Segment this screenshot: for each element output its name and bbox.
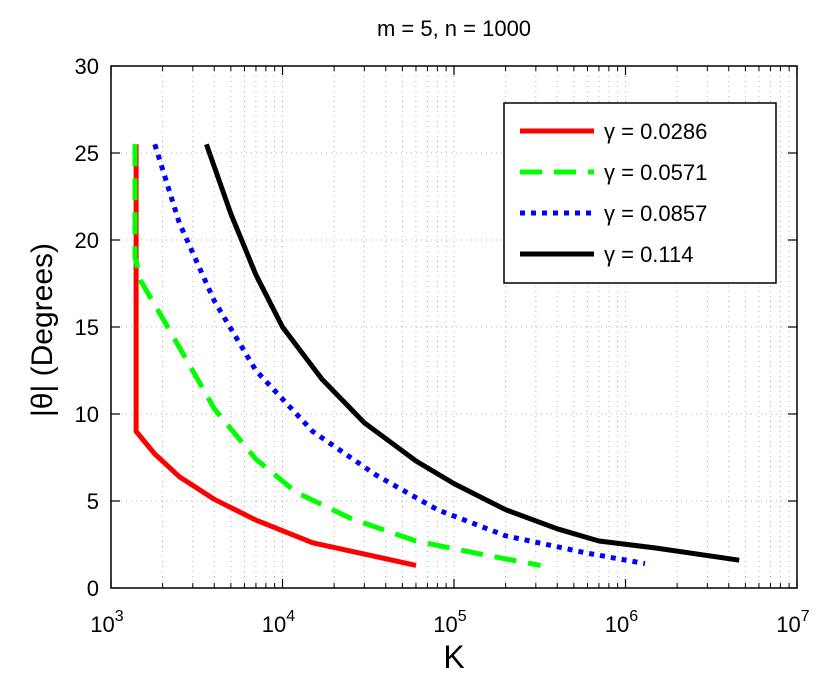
chart-title: m = 5, n = 1000	[377, 16, 531, 41]
y-tick-label: 15	[75, 315, 99, 340]
y-tick-label: 0	[87, 576, 99, 601]
x-axis-label: K	[443, 639, 464, 675]
y-tick-label: 25	[75, 141, 99, 166]
series-line-2	[132, 144, 542, 568]
y-tick-label: 5	[87, 489, 99, 514]
grid	[111, 66, 797, 588]
x-tick-label: 105	[433, 608, 466, 637]
y-axis-label: |θ| (Degrees)	[26, 243, 59, 417]
ticks: 103 104 105 106 107 0 5 10 15 20 25 30	[75, 54, 810, 637]
x-tick-label: 104	[262, 608, 295, 637]
y-tick-label: 20	[75, 228, 99, 253]
x-tick-label: 103	[90, 608, 123, 637]
series-line-4	[204, 143, 740, 563]
legend-label-3: γ = 0.0857	[604, 201, 707, 226]
legend: γ = 0.0286 γ = 0.0571 γ = 0.0857 γ = 0.114	[503, 102, 777, 284]
x-tick-label: 107	[776, 608, 809, 637]
legend-label-4: γ = 0.114	[604, 242, 694, 267]
y-tick-label: 30	[75, 54, 99, 79]
series-line-1	[133, 144, 417, 568]
legend-label-1: γ = 0.0286	[604, 119, 707, 144]
x-tick-label: 106	[605, 608, 638, 637]
y-tick-label: 10	[75, 402, 99, 427]
series-line-3	[152, 143, 646, 567]
legend-label-2: γ = 0.0571	[604, 160, 707, 185]
series-layer	[132, 143, 740, 568]
